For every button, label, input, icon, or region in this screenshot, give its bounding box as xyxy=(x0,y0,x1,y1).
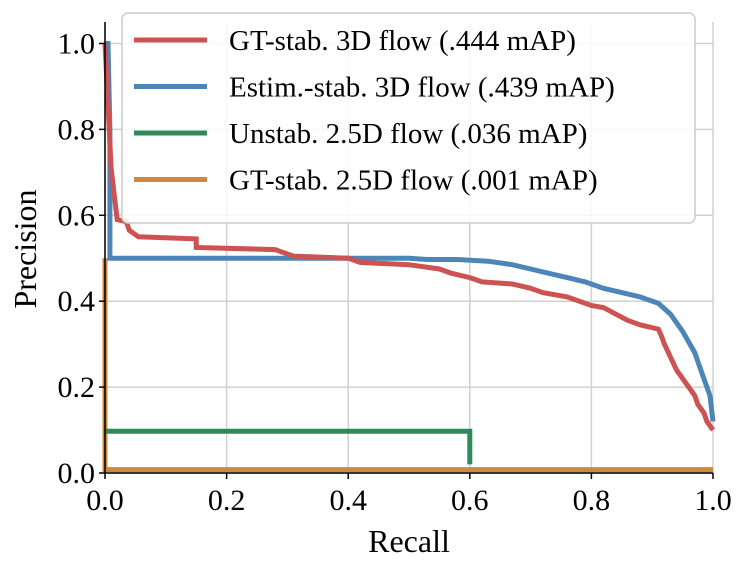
legend-label-1: Estim.-stab. 3D flow (.439 mAP) xyxy=(229,72,615,104)
x-tick-label-3: 0.6 xyxy=(451,484,489,517)
y-tick-label-2: 0.4 xyxy=(58,285,96,318)
series-line-1 xyxy=(105,41,716,422)
y-tick-label-0: 0.0 xyxy=(58,457,96,490)
axes xyxy=(104,22,713,474)
y-tick-label-1: 0.2 xyxy=(58,371,96,404)
legend-label-3: GT-stab. 2.5D flow (.001 mAP) xyxy=(229,165,598,197)
y-axis-label: Precision xyxy=(7,189,43,308)
y-tick-label-4: 0.8 xyxy=(58,113,96,146)
legend-label-0: GT-stab. 3D flow (.444 mAP) xyxy=(229,25,576,57)
legend-label-2: Unstab. 2.5D flow (.036 mAP) xyxy=(229,118,587,150)
x-tick-label-4: 0.8 xyxy=(573,484,611,517)
series-line-0 xyxy=(102,43,716,432)
legend-frame xyxy=(121,12,696,224)
x-tick-label-5: 1.0 xyxy=(694,484,732,517)
legend: GT-stab. 3D flow (.444 mAP) Estim.-stab. … xyxy=(121,12,696,224)
x-tick-label-1: 0.2 xyxy=(208,484,246,517)
y-tick-label-3: 0.6 xyxy=(58,199,96,232)
y-tick-label-5: 1.0 xyxy=(58,27,96,60)
ticks: 0.0 0.2 0.4 0.6 0.8 1.0 0.0 0.2 0.4 0.6 0.8 1.0 xyxy=(58,27,732,517)
x-axis-label: Recall xyxy=(368,523,450,559)
x-tick-label-2: 0.4 xyxy=(329,484,367,517)
series-line-3 xyxy=(102,258,713,473)
series-line-2 xyxy=(105,428,473,465)
x-tick-label-0: 0.0 xyxy=(86,484,124,517)
